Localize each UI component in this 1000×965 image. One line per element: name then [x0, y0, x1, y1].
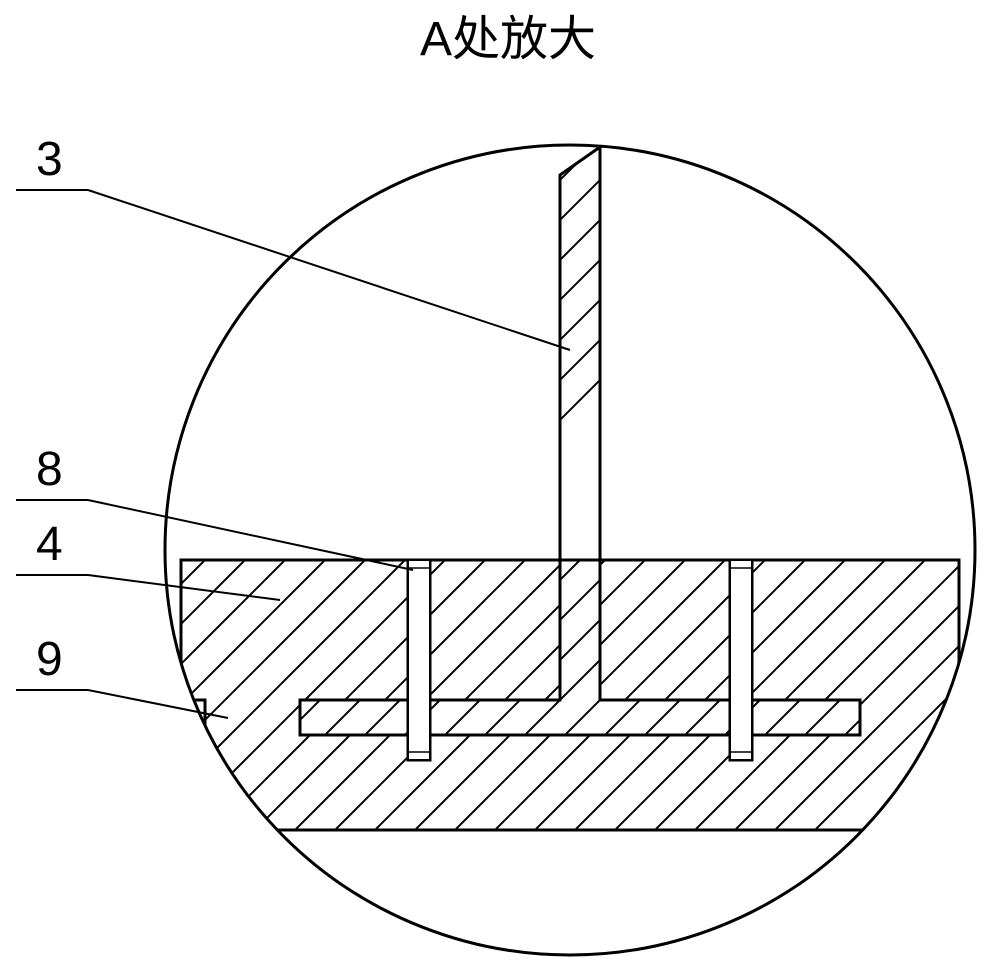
- leader-9: [88, 690, 228, 718]
- label-3: 3: [36, 133, 63, 186]
- t-piece-outline: [300, 560, 860, 735]
- label-9: 9: [36, 633, 63, 686]
- slab-outline: [181, 560, 959, 830]
- label-8: 8: [36, 443, 63, 496]
- stud-right: [730, 560, 752, 760]
- leader-3: [88, 190, 570, 350]
- diagram-title: A处放大: [420, 13, 596, 66]
- vertical-bar-outline: [560, 147, 600, 560]
- detail-circle: [165, 145, 975, 955]
- t-piece-hatch: [0, 300, 1000, 965]
- label-4: 4: [36, 518, 63, 571]
- stud-left: [408, 560, 430, 760]
- callout-labels: 3 8 4 9: [16, 133, 570, 718]
- slab-hatch: [0, 195, 1000, 965]
- leader-4: [88, 575, 280, 600]
- detail-view-diagram: A处放大 3 8 4 9: [0, 0, 1000, 965]
